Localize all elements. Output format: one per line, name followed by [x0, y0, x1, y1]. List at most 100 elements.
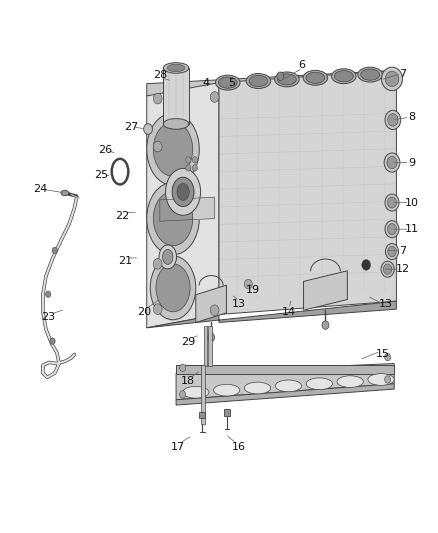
Polygon shape	[147, 83, 219, 328]
Circle shape	[210, 305, 219, 316]
Ellipse shape	[150, 256, 196, 320]
Text: 12: 12	[396, 264, 410, 274]
Text: 16: 16	[232, 442, 246, 451]
Circle shape	[208, 333, 215, 342]
Ellipse shape	[163, 63, 189, 74]
Ellipse shape	[172, 177, 194, 207]
Polygon shape	[160, 197, 215, 221]
Text: 18: 18	[181, 376, 195, 386]
Ellipse shape	[385, 71, 399, 86]
Polygon shape	[176, 364, 394, 400]
Circle shape	[153, 141, 162, 152]
Ellipse shape	[358, 67, 382, 82]
FancyBboxPatch shape	[204, 326, 207, 366]
Text: 28: 28	[153, 70, 167, 79]
FancyBboxPatch shape	[208, 326, 212, 366]
Ellipse shape	[246, 74, 271, 88]
Ellipse shape	[275, 72, 299, 87]
Polygon shape	[196, 285, 226, 322]
Text: 11: 11	[405, 224, 419, 234]
Ellipse shape	[381, 67, 403, 91]
Ellipse shape	[218, 77, 237, 88]
Ellipse shape	[215, 75, 240, 90]
Ellipse shape	[387, 156, 397, 169]
Circle shape	[153, 93, 162, 104]
Circle shape	[210, 92, 219, 102]
Ellipse shape	[388, 246, 396, 257]
Ellipse shape	[388, 224, 396, 235]
Ellipse shape	[275, 380, 301, 392]
Text: 10: 10	[405, 198, 419, 207]
Ellipse shape	[147, 182, 199, 255]
Text: 14: 14	[282, 307, 296, 317]
Polygon shape	[304, 271, 347, 310]
Ellipse shape	[388, 114, 398, 126]
Text: 7: 7	[399, 69, 406, 78]
Ellipse shape	[153, 191, 193, 246]
Circle shape	[144, 124, 152, 134]
Circle shape	[244, 279, 252, 289]
Text: 8: 8	[408, 112, 415, 122]
Ellipse shape	[159, 245, 177, 269]
Ellipse shape	[381, 261, 394, 277]
Ellipse shape	[383, 264, 392, 274]
Text: 7: 7	[399, 246, 406, 255]
Ellipse shape	[167, 64, 185, 72]
Ellipse shape	[385, 244, 399, 260]
Ellipse shape	[332, 69, 356, 84]
Polygon shape	[176, 384, 394, 405]
Circle shape	[50, 338, 55, 344]
Ellipse shape	[213, 384, 240, 396]
Ellipse shape	[385, 221, 399, 238]
Text: 22: 22	[116, 211, 130, 221]
Circle shape	[180, 364, 186, 372]
Text: 20: 20	[138, 307, 152, 317]
Circle shape	[186, 157, 191, 163]
Text: 4: 4	[202, 78, 209, 87]
Circle shape	[277, 72, 284, 80]
Text: 29: 29	[181, 337, 195, 347]
Circle shape	[180, 391, 186, 398]
Ellipse shape	[388, 197, 396, 208]
Text: 27: 27	[124, 122, 138, 132]
Text: 24: 24	[33, 184, 47, 194]
Polygon shape	[147, 301, 396, 328]
Polygon shape	[176, 365, 394, 374]
Ellipse shape	[278, 74, 296, 85]
Ellipse shape	[177, 183, 189, 200]
Ellipse shape	[368, 374, 394, 385]
Circle shape	[186, 165, 191, 171]
Ellipse shape	[306, 378, 332, 390]
FancyBboxPatch shape	[199, 412, 205, 418]
Ellipse shape	[244, 382, 271, 394]
Text: 21: 21	[118, 256, 132, 266]
Text: 5: 5	[229, 78, 236, 87]
Text: 6: 6	[299, 60, 306, 70]
FancyBboxPatch shape	[224, 409, 230, 416]
Text: 15: 15	[376, 350, 390, 359]
Circle shape	[322, 321, 329, 329]
Circle shape	[153, 304, 162, 314]
Text: 13: 13	[378, 299, 392, 309]
Circle shape	[153, 259, 162, 269]
Text: 17: 17	[171, 442, 185, 451]
Ellipse shape	[361, 69, 379, 80]
Text: 9: 9	[408, 158, 415, 167]
Text: 13: 13	[232, 299, 246, 309]
Ellipse shape	[61, 190, 69, 196]
Ellipse shape	[385, 110, 401, 130]
Circle shape	[362, 260, 371, 270]
Ellipse shape	[156, 264, 190, 312]
Circle shape	[385, 376, 391, 383]
Ellipse shape	[166, 168, 201, 215]
Circle shape	[192, 165, 198, 171]
Ellipse shape	[303, 70, 328, 85]
Text: 25: 25	[95, 170, 109, 180]
Ellipse shape	[306, 72, 325, 83]
Polygon shape	[219, 70, 396, 314]
FancyBboxPatch shape	[201, 365, 205, 424]
Circle shape	[46, 291, 51, 297]
Ellipse shape	[249, 76, 268, 86]
Ellipse shape	[385, 194, 399, 211]
Ellipse shape	[162, 249, 173, 264]
